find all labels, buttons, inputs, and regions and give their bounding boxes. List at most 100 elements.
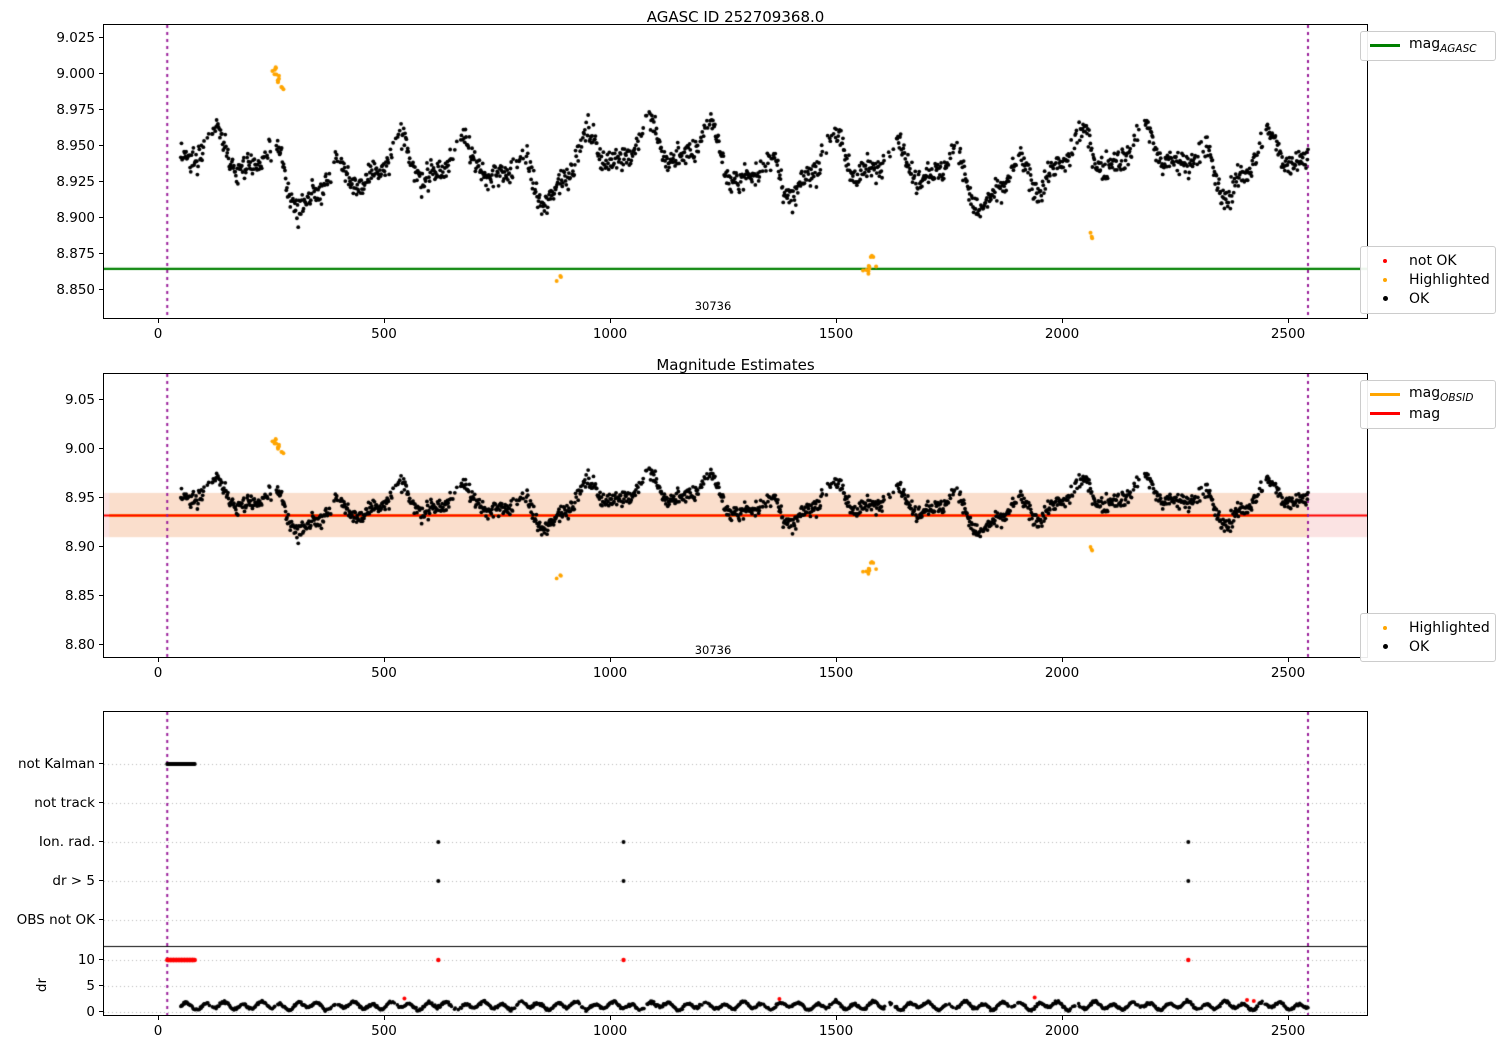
panel2-xtick-1: 500 [371, 665, 397, 681]
panel2-xtick-0: 0 [153, 665, 163, 681]
panel1-xtickmark [610, 319, 611, 323]
legend-label-ok: OK [1409, 290, 1430, 307]
black-dot-swatch [1368, 296, 1402, 301]
panel3-xtick-3: 1500 [818, 1023, 854, 1039]
panel2-xtickmark [836, 658, 837, 662]
panel3-xtick-0: 0 [153, 1023, 163, 1039]
panel3-ytickmark [99, 959, 103, 960]
panel3-ytick-dr-gt-5: dr > 5 [52, 873, 95, 889]
orange-line-swatch [1368, 393, 1402, 396]
panel3-scatter-canvas [104, 712, 1367, 1015]
panel1-xtick-4: 2000 [1044, 326, 1080, 342]
panel2-xtick-5: 2500 [1270, 665, 1306, 681]
panel1-ytickmark [99, 289, 103, 290]
panel2-xtickmark [158, 658, 159, 662]
panel3-ytickmark [99, 1011, 103, 1012]
panel1-xtickmark [384, 319, 385, 323]
panel3-ytickmark [99, 985, 103, 986]
panel2-ytick-1: 9.00 [64, 441, 95, 457]
panel2-obsid-annotation: 30736 [694, 643, 732, 657]
panel1-ytick-1: 9.000 [56, 66, 95, 82]
panel3-dr-axis-label: dr [34, 977, 50, 993]
panel3-ytick-obs-not-ok: OBS not OK [16, 912, 95, 928]
panel3-xtick-5: 2500 [1270, 1023, 1306, 1039]
panel2-xtickmark [384, 658, 385, 662]
panel1-xtick-5: 2500 [1270, 326, 1306, 342]
panel1-ytickmark [99, 109, 103, 110]
legend-label-mag-agasc: magAGASC [1409, 36, 1477, 55]
panel2-ytickmark [99, 644, 103, 645]
panel2-ytickmark [99, 546, 103, 547]
panel3-xtickmark [158, 1016, 159, 1020]
black-dot-swatch [1368, 644, 1402, 649]
panel2-title: Magnitude Estimates [656, 356, 815, 374]
panel3-ytick-dr-5: 5 [86, 978, 95, 994]
panel3-xtickmark [384, 1016, 385, 1020]
panel1-ytickmark [99, 181, 103, 182]
panel1-ytickmark [99, 217, 103, 218]
panel3-ytick-dr-0: 0 [86, 1004, 95, 1020]
legend-item-ok[interactable]: OK [1368, 289, 1488, 308]
panel-magnitude-estimates: Magnitude Estimates 9.05 9.00 8.95 8.90 … [0, 348, 1500, 688]
legend-label-mag: mag [1409, 405, 1441, 422]
panel1-ytickmark [99, 73, 103, 74]
panel1-xtickmark [836, 319, 837, 323]
legend-label-highlighted: Highlighted [1409, 619, 1490, 636]
panel3-ytick-dr-10: 10 [77, 952, 95, 968]
panel3-ytickmark [99, 763, 103, 764]
panel3-ytick-not-track: not track [34, 795, 95, 811]
panel3-xtickmark [610, 1016, 611, 1020]
panel2-legend-top[interactable]: magOBSID mag [1360, 380, 1496, 429]
panel1-title: AGASC ID 252709368.0 [646, 8, 825, 26]
panel1-legend-bottom[interactable]: not OK Highlighted OK [1360, 246, 1496, 314]
panel2-ytick-0: 9.05 [64, 392, 95, 408]
legend-label-mag-obsid: magOBSID [1409, 385, 1474, 404]
panel1-xtick-3: 1500 [818, 326, 854, 342]
panel3-ytickmark [99, 802, 103, 803]
panel1-xtickmark [1062, 319, 1063, 323]
legend-label-highlighted: Highlighted [1409, 271, 1490, 288]
legend-item-highlighted[interactable]: Highlighted [1368, 618, 1490, 637]
panel2-ytickmark [99, 497, 103, 498]
panel3-ytickmark [99, 841, 103, 842]
panel3-ytickmark [99, 919, 103, 920]
panel1-ytick-5: 8.900 [56, 210, 95, 226]
panel1-ytick-3: 8.950 [56, 138, 95, 154]
panel2-ytick-3: 8.90 [64, 539, 95, 555]
legend-item-highlighted[interactable]: Highlighted [1368, 270, 1490, 289]
panel1-ytick-7: 8.850 [56, 282, 95, 298]
panel1-ytick-0: 9.025 [56, 30, 95, 46]
panel2-legend-bottom[interactable]: Highlighted OK [1360, 613, 1496, 662]
panel3-ytick-ion-rad: Ion. rad. [38, 834, 95, 850]
panel2-xtick-2: 1000 [592, 665, 628, 681]
panel3-xtickmark [1062, 1016, 1063, 1020]
orange-dot-swatch [1368, 625, 1402, 630]
red-dot-swatch [1368, 258, 1402, 263]
panel1-xtickmark [1288, 319, 1289, 323]
panel2-ytick-5: 8.80 [64, 637, 95, 653]
panel3-ytickmark [99, 880, 103, 881]
legend-item-ok[interactable]: OK [1368, 637, 1488, 656]
panel2-xtickmark [610, 658, 611, 662]
legend-item-mag[interactable]: mag [1368, 404, 1488, 423]
panel2-ytick-4: 8.85 [64, 588, 95, 604]
red-line-swatch [1368, 412, 1402, 415]
legend-label-ok: OK [1409, 638, 1430, 655]
legend-item-mag-obsid[interactable]: magOBSID [1368, 385, 1488, 404]
panel2-xtickmark [1288, 658, 1289, 662]
panel1-ytickmark [99, 253, 103, 254]
panel2-ytickmark [99, 595, 103, 596]
panel1-axes [103, 24, 1368, 319]
legend-item-not-ok[interactable]: not OK [1368, 251, 1488, 270]
panel3-xtick-1: 500 [371, 1023, 397, 1039]
panel3-xtickmark [836, 1016, 837, 1020]
legend-item-mag-agasc[interactable]: magAGASC [1368, 36, 1488, 55]
panel1-xtick-2: 1000 [592, 326, 628, 342]
panel3-xtick-4: 2000 [1044, 1023, 1080, 1039]
panel2-ytick-2: 8.95 [64, 490, 95, 506]
panel-flags-and-dr: not Kalman not track Ion. rad. dr > 5 OB… [0, 705, 1500, 1050]
panel3-xtick-2: 1000 [592, 1023, 628, 1039]
panel2-axes [103, 373, 1368, 658]
panel1-legend-top[interactable]: magAGASC [1360, 31, 1496, 61]
